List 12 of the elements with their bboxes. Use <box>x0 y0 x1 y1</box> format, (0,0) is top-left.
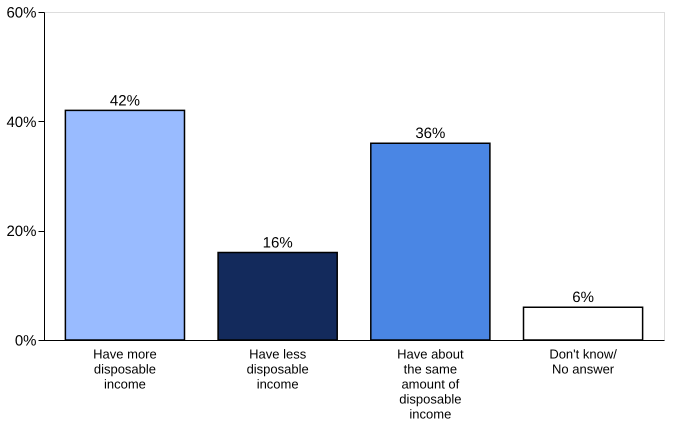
data-label: 36% <box>415 125 446 142</box>
data-label: 42% <box>110 92 140 110</box>
y-tick-label: 40% <box>6 114 36 131</box>
y-tick-label: 0% <box>14 332 36 350</box>
x-tick-label: Have less disposable income <box>246 346 309 392</box>
x-tick-label: Have about the same amount of disposable income <box>397 346 464 422</box>
x-tick-label: Don't know/ No answer <box>549 346 618 376</box>
data-label: 6% <box>572 289 594 306</box>
data-label: 16% <box>262 234 293 252</box>
y-tick-label: 60% <box>6 4 36 22</box>
y-tick-label: 20% <box>6 223 36 240</box>
x-tick-label: Have more disposable income <box>93 346 157 392</box>
